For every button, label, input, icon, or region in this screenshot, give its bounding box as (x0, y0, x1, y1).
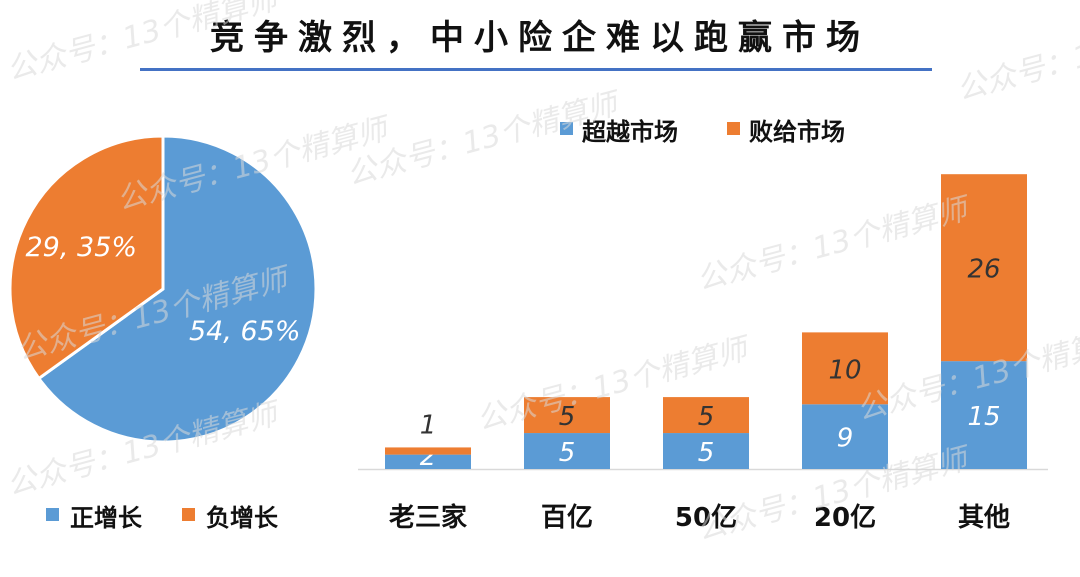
pie-slice-label: 29, 35% (26, 232, 138, 263)
bar-segment (941, 174, 1027, 362)
pie-legend: 正增长 负增长 (46, 504, 279, 532)
bar-segment (663, 397, 749, 434)
category-label: 50亿 (675, 503, 737, 533)
watermark-text: 公众号：13个精算师 (693, 191, 976, 298)
bar-value-label: 5 (698, 438, 715, 468)
bar-value-label: 9 (837, 424, 854, 454)
bar-value-label: 15 (967, 402, 1000, 432)
title-underline (140, 68, 932, 71)
watermark-text: 公众号：13个精算师 (953, 1, 1080, 108)
pie-chart: 54, 65% 29, 35% (8, 134, 318, 444)
legend-swatch (560, 122, 573, 135)
legend-label: 正增长 (70, 504, 143, 532)
watermark-text: 公众号：13个精算师 (3, 0, 286, 88)
bar-segment (385, 454, 471, 469)
category-label: 20亿 (814, 503, 876, 533)
bar-segment (524, 433, 610, 469)
legend-label: 败给市场 (749, 118, 845, 146)
legend-swatch (46, 508, 59, 521)
bar-segment (663, 433, 749, 469)
pie-slice-2 (8, 134, 165, 381)
stacked-bar-chart: 21 老三家 5 5 百亿 5 5 50亿 9 10 20亿 15 26 其他 (358, 174, 1048, 533)
chart-title: 竞争激烈，中小险企难以跑赢市场 (210, 18, 870, 58)
bar-value-label: 2 (420, 442, 437, 472)
bar-legend: 超越市场 败给市场 (560, 118, 845, 146)
bar-segment (941, 361, 1027, 469)
pie-slice-label: 54, 65% (189, 316, 301, 347)
bar-segment (802, 332, 888, 405)
bar-segment (802, 404, 888, 469)
legend-swatch (727, 122, 740, 135)
legend-label: 负增长 (206, 504, 279, 532)
bar-value-label: 5 (559, 438, 576, 468)
category-label: 其他 (958, 503, 1010, 533)
legend-swatch (182, 508, 195, 521)
bar-value-label: 5 (698, 402, 715, 432)
bar-value-label: 10 (828, 355, 861, 385)
bar-value-label: 26 (967, 255, 1000, 285)
bar-value-label: 5 (559, 402, 576, 432)
bar-segment (524, 397, 610, 434)
bar-value-label: 1 (420, 410, 437, 440)
category-label: 百亿 (541, 503, 593, 533)
bar-segment (385, 447, 471, 455)
legend-label: 超越市场 (582, 118, 678, 146)
category-label: 老三家 (389, 502, 467, 533)
pie-slice-1 (36, 134, 318, 444)
